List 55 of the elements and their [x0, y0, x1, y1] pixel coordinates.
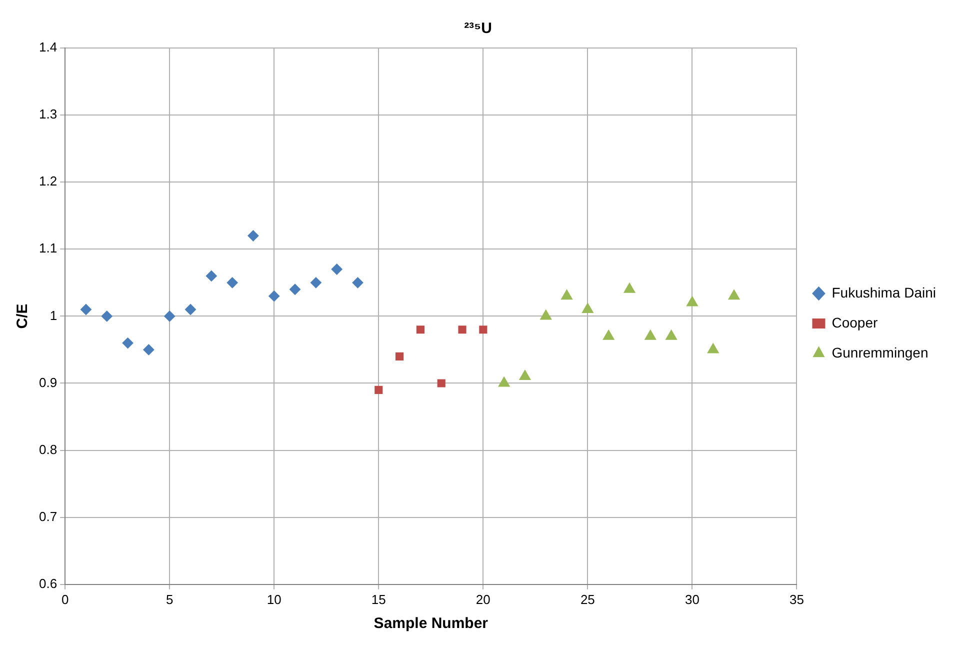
point [416, 326, 424, 334]
point [185, 304, 196, 315]
point [728, 290, 740, 300]
x-tick-label: 15 [371, 592, 386, 607]
point [458, 326, 466, 334]
point [540, 310, 552, 320]
x-tick-label: 5 [166, 592, 174, 607]
point [561, 290, 572, 300]
y-tick-label: 1.3 [38, 106, 58, 122]
point [122, 338, 134, 349]
point [331, 264, 342, 275]
x-axis-title: Sample Number [374, 615, 488, 632]
chart-title: ²³⁵U [464, 20, 492, 38]
x-tick-label: 25 [580, 592, 595, 607]
point [624, 282, 636, 293]
y-tick-label: 0.6 [38, 576, 58, 591]
x-tick-label: 35 [790, 592, 804, 607]
point [582, 302, 594, 313]
legend-label: Cooper [832, 314, 878, 330]
point [707, 343, 719, 354]
x-tick-label: 10 [266, 592, 282, 607]
point [248, 230, 259, 242]
y-tick-label: 1.2 [38, 174, 58, 189]
legend-label: Fukushima Daini [832, 284, 936, 300]
point [101, 310, 112, 322]
x-tick-label: 30 [684, 592, 700, 607]
point [352, 277, 364, 288]
y-tick-label: 1.1 [38, 240, 58, 256]
point [310, 277, 322, 288]
x-tick-label: 0 [61, 592, 69, 607]
point [143, 344, 154, 356]
point [290, 284, 301, 295]
point [396, 352, 404, 360]
y-axis-title: C/E [14, 304, 32, 329]
y-tick-label: 0.9 [38, 374, 58, 390]
point [164, 310, 176, 322]
point [374, 386, 383, 394]
x-tick-label: 20 [476, 592, 490, 607]
point [479, 326, 488, 334]
legend-label: Gunremmingen [832, 344, 928, 360]
point [666, 330, 678, 340]
y-tick-label: 1 [50, 308, 58, 323]
point [437, 379, 446, 388]
point [226, 277, 238, 288]
point [268, 290, 280, 302]
y-tick-label: 0.8 [38, 442, 58, 457]
point [602, 330, 614, 340]
point [519, 370, 531, 380]
point [206, 270, 217, 282]
y-tick-label: 0.7 [38, 508, 58, 524]
point [80, 304, 92, 315]
point [644, 330, 656, 340]
y-tick-label: 1.4 [38, 40, 58, 55]
point [498, 376, 510, 387]
point [686, 296, 698, 306]
